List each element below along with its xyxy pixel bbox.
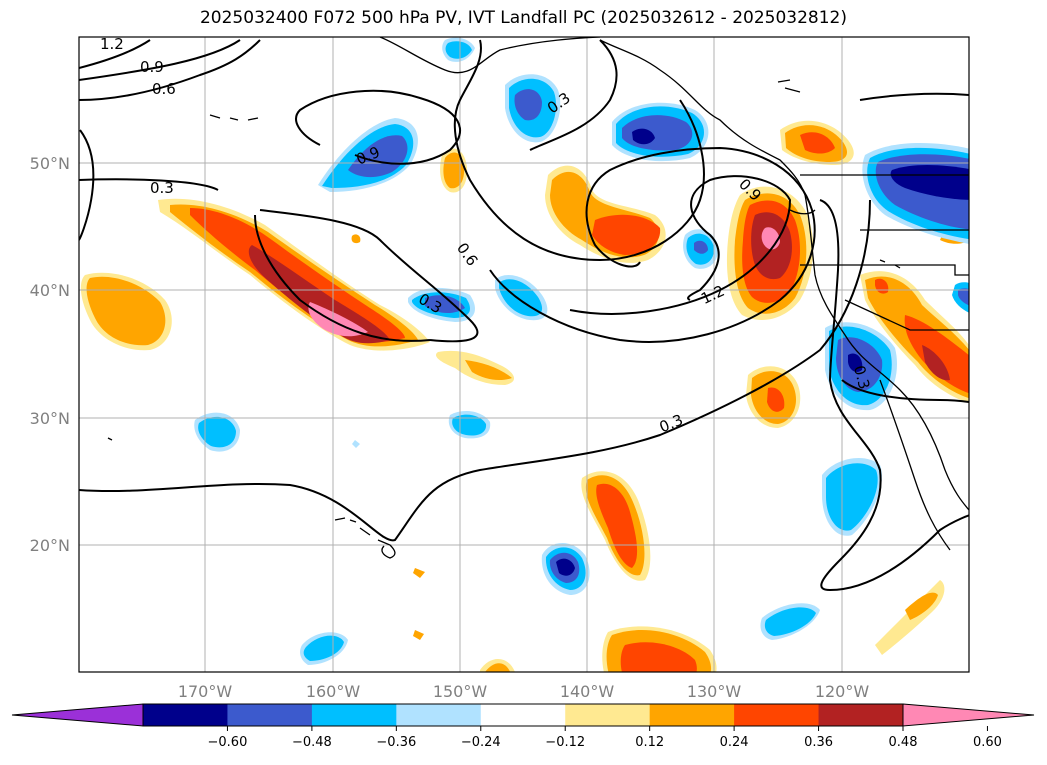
map-title: 2025032400 F072 500 hPa PV, IVT Landfall… — [199, 8, 847, 28]
colorbar-label: −0.24 — [461, 735, 501, 750]
grid-lines — [79, 37, 969, 672]
colorbar-bin — [227, 704, 313, 726]
colorbar: −0.60 −0.48 −0.36 −0.24 −0.12 0.12 0.24 0.36 0.4… — [11, 703, 1035, 750]
svg-text:1.2: 1.2 — [698, 282, 727, 308]
colorbar-bin — [565, 704, 651, 726]
colorbar-label: 0.60 — [973, 735, 1002, 750]
svg-text:150°W: 150°W — [433, 682, 488, 701]
colorbar-label: 0.36 — [804, 735, 833, 750]
svg-text:160°W: 160°W — [306, 682, 361, 701]
lon-tick-labels: 170°W 160°W 150°W 140°W 130°W 120°W — [178, 682, 870, 701]
colorbar-bin — [396, 704, 482, 726]
colorbar-label: −0.12 — [545, 735, 585, 750]
colorbar-label: 0.24 — [720, 735, 749, 750]
pv-anomaly-fills — [80, 37, 969, 672]
lat-tick-labels: 50°N 40°N 30°N 20°N — [30, 154, 70, 555]
colorbar-bin — [480, 704, 566, 726]
svg-text:30°N: 30°N — [30, 409, 70, 428]
colorbar-label: −0.36 — [376, 735, 416, 750]
colorbar-extend-high — [902, 703, 1035, 727]
ivt-contours — [79, 39, 969, 592]
svg-text:0.6: 0.6 — [152, 80, 176, 98]
svg-text:0.3: 0.3 — [850, 363, 874, 391]
svg-text:0.3: 0.3 — [150, 179, 174, 197]
colorbar-label: 0.48 — [889, 735, 918, 750]
svg-text:1.2: 1.2 — [100, 35, 124, 53]
svg-text:40°N: 40°N — [30, 281, 70, 300]
svg-text:0.3: 0.3 — [657, 411, 686, 437]
svg-text:0.6: 0.6 — [453, 240, 481, 270]
colorbar-bin — [734, 704, 820, 726]
colorbar-extend-low — [11, 703, 144, 727]
svg-text:130°W: 130°W — [687, 682, 742, 701]
colorbar-label: −0.48 — [292, 735, 332, 750]
svg-text:50°N: 50°N — [30, 154, 70, 173]
svg-text:170°W: 170°W — [178, 682, 233, 701]
map-frame — [78, 36, 970, 673]
colorbar-bin — [143, 704, 228, 726]
svg-text:140°W: 140°W — [560, 682, 615, 701]
colorbar-label: −0.60 — [208, 735, 248, 750]
svg-text:0.9: 0.9 — [140, 58, 164, 76]
svg-text:20°N: 20°N — [30, 536, 70, 555]
svg-text:120°W: 120°W — [815, 682, 870, 701]
colorbar-bin — [649, 704, 735, 726]
coastlines — [107, 37, 969, 559]
colorbar-bin — [311, 704, 397, 726]
colorbar-frame — [142, 703, 904, 727]
colorbar-label: 0.12 — [635, 735, 664, 750]
colorbar-bin — [818, 704, 904, 726]
